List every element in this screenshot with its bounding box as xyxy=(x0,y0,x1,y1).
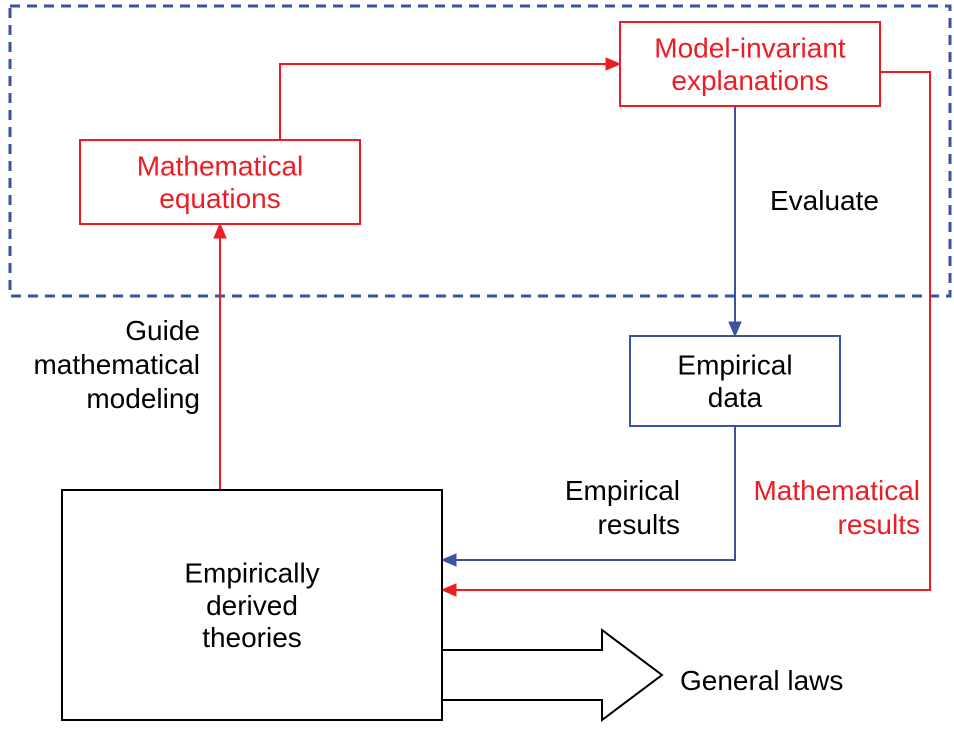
node-emp_theories-line1: derived xyxy=(206,590,298,621)
node-emp_data-line1: data xyxy=(708,382,763,413)
edge-equations-to-modelinv xyxy=(280,58,620,140)
label-emp_results-line0: Empirical xyxy=(565,475,680,506)
node-emp_theories: Empiricallyderivedtheories xyxy=(62,490,442,720)
label-guide-line1: mathematical xyxy=(33,349,200,380)
node-model_inv: Model-invariantexplanations xyxy=(620,22,880,106)
node-math_eq-line0: Mathematical xyxy=(137,151,304,182)
label-general_laws: General laws xyxy=(680,665,843,696)
label-math_results-line1: results xyxy=(838,509,920,540)
label-emp_results-line1: results xyxy=(598,509,680,540)
node-emp_theories-line2: theories xyxy=(202,622,302,653)
node-math_eq-line1: equations xyxy=(159,183,280,214)
node-model_inv-line0: Model-invariant xyxy=(654,33,846,64)
general-laws-arrow xyxy=(442,630,662,720)
node-emp_data-line0: Empirical xyxy=(677,350,792,381)
label-math_results-line0: Mathematical xyxy=(753,475,920,506)
label-evaluate: Evaluate xyxy=(770,185,879,216)
node-math_eq: Mathematicalequations xyxy=(80,140,360,224)
label-guide-line2: modeling xyxy=(86,383,200,414)
node-emp_data: Empiricaldata xyxy=(630,336,840,426)
label-guide-line0: Guide xyxy=(125,315,200,346)
node-model_inv-line1: explanations xyxy=(671,65,828,96)
edge-modelinv-to-empdata xyxy=(729,106,741,336)
edge-theories-to-equations xyxy=(214,224,226,490)
node-emp_theories-line0: Empirically xyxy=(184,558,319,589)
